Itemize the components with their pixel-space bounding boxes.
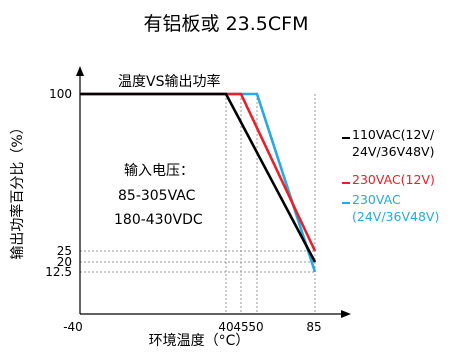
grid-layer	[80, 94, 316, 314]
annotation-text: 85-305VAC	[118, 188, 196, 204]
legend-label: 110VAC(12V/	[352, 127, 435, 142]
y-tick-label: 100	[49, 87, 72, 101]
x-tick-label: 50	[248, 320, 263, 334]
x-axis-title: 环境温度（°C）	[149, 333, 250, 349]
y-tick-label: 25	[57, 244, 72, 258]
chart-title: 有铝板或 23.5CFM	[144, 13, 309, 35]
series-line	[80, 92, 317, 273]
legend-label: (24V/36V48V)	[352, 209, 439, 224]
series-layer	[80, 92, 317, 273]
annotation-text: 180-430VDC	[114, 212, 203, 228]
x-axis-arrow	[341, 310, 351, 318]
y-tick-label: 12.5	[45, 265, 72, 279]
legend-label: 230VAC(12V)	[352, 172, 435, 187]
x-tick-label: 85	[306, 320, 321, 334]
legend-label: 24V/36V48V)	[352, 144, 434, 159]
x-tick-label: 45	[233, 320, 248, 334]
chart-subtitle: 温度VS输出功率	[118, 73, 220, 90]
y-tick-label: 20	[57, 255, 72, 269]
x-tick-label: 40	[218, 320, 233, 334]
y-axis-title: 输出功率百分比（%）	[9, 120, 26, 259]
y-axis-arrow	[76, 66, 84, 76]
axis-layer	[76, 66, 351, 318]
annotation-text: 输入电压：	[124, 163, 194, 179]
legend-label: 230VAC	[352, 192, 401, 207]
series-line	[80, 92, 317, 263]
x-tick-label: -40	[63, 320, 83, 334]
